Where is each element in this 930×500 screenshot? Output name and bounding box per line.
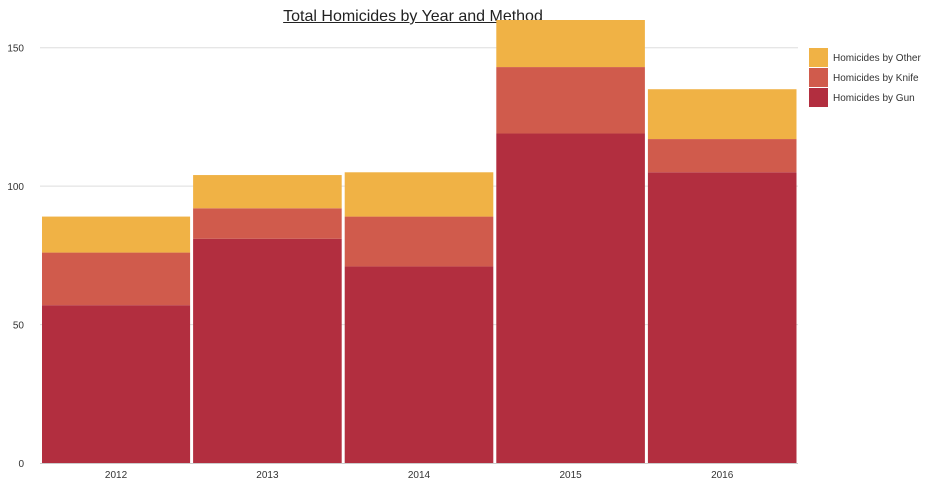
bar-segment-homicides-by-knife	[647, 139, 797, 173]
x-tick-label: 2014	[408, 470, 431, 481]
y-tick-label: 50	[13, 321, 25, 332]
chart-title: Total Homicides by Year and Method	[283, 8, 543, 25]
legend-label: Homicides by Knife	[833, 73, 919, 84]
bar-segment-homicides-by-gun	[496, 133, 645, 464]
bar-segment-homicides-by-gun	[42, 305, 191, 463]
bar-segment-homicides-by-gun	[647, 172, 797, 463]
legend: Homicides by Other Homicides by Knife Homi…	[809, 48, 921, 107]
x-tick-label: 2012	[105, 470, 128, 481]
bar-segment-homicides-by-other	[496, 20, 645, 68]
bar-segment-homicides-by-knife	[193, 208, 342, 239]
x-tick-label: 2015	[559, 470, 582, 481]
x-tick-label: 2016	[711, 470, 734, 481]
legend-swatch	[809, 88, 828, 107]
legend-label: Homicides by Other	[833, 53, 921, 64]
axes: 0 50 100 150 2012 2013 2014 2015 2016	[7, 44, 798, 481]
y-tick-label: 0	[18, 459, 24, 470]
bar-segment-homicides-by-gun	[193, 238, 342, 463]
bar-segment-homicides-by-other	[344, 172, 494, 217]
bar-segment-homicides-by-knife	[496, 67, 645, 134]
legend-swatch	[809, 48, 828, 67]
bar-segment-homicides-by-other	[193, 175, 342, 209]
bars	[42, 20, 797, 464]
bar-segment-homicides-by-other	[647, 89, 797, 140]
y-tick-label: 150	[7, 44, 24, 55]
bar-segment-homicides-by-gun	[344, 266, 494, 463]
bar-segment-homicides-by-knife	[344, 216, 494, 267]
bar-segment-homicides-by-other	[42, 216, 191, 253]
bar-segment-homicides-by-knife	[42, 252, 191, 306]
y-tick-label: 100	[7, 182, 24, 193]
legend-label: Homicides by Gun	[833, 93, 915, 104]
legend-swatch	[809, 68, 828, 87]
x-tick-label: 2013	[256, 470, 279, 481]
